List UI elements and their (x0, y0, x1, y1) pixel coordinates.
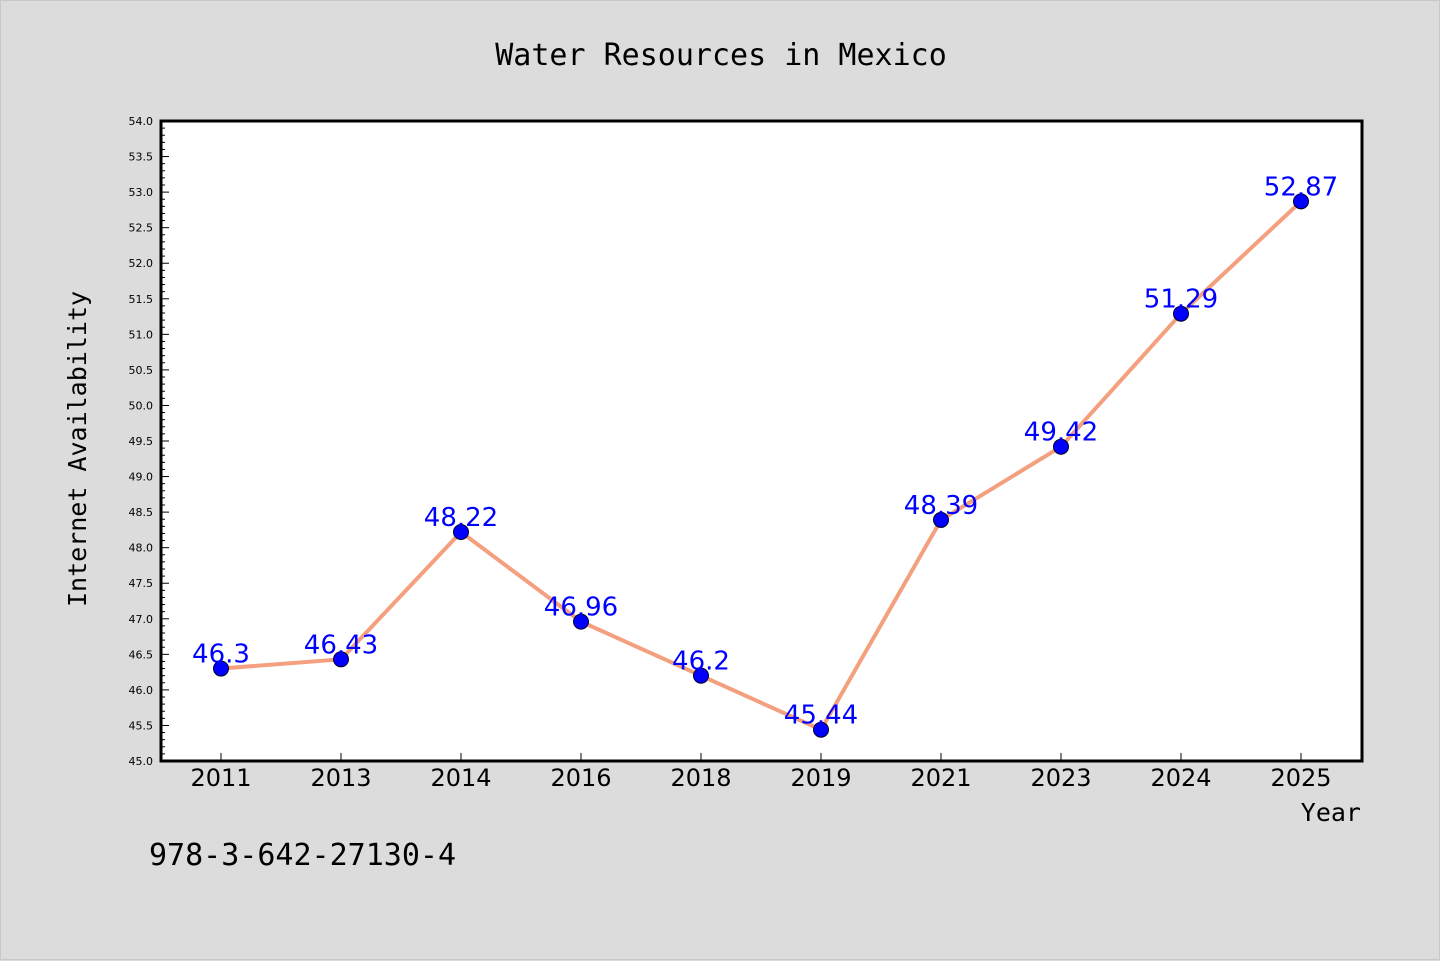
data-label: 46.3 (192, 640, 250, 670)
y-tick-label: 52.0 (129, 257, 154, 270)
data-point (333, 651, 349, 668)
x-tick-label: 2021 (910, 764, 971, 792)
series-line-group (220, 199, 1303, 732)
y-tick-label: 52.5 (129, 222, 154, 235)
x-tick-label: 2023 (1030, 764, 1091, 792)
data-point (813, 721, 829, 738)
y-tick-label: 50.5 (129, 364, 154, 377)
isbn-annotation: 978-3-642-27130-4 (149, 838, 456, 873)
y-tick-label: 47.0 (129, 613, 154, 626)
y-tick-label: 51.5 (129, 293, 154, 306)
y-tick-label: 48.5 (129, 506, 154, 519)
y-tick-label: 47.5 (129, 577, 154, 590)
data-point (1173, 305, 1189, 322)
data-point (933, 511, 949, 528)
data-points (213, 193, 1309, 738)
data-label: 52.87 (1264, 172, 1338, 202)
y-tick-label: 51.0 (129, 328, 154, 341)
y-tick-label: 46.5 (129, 648, 154, 661)
y-tick-label: 46.0 (129, 684, 154, 697)
x-tick-label: 2019 (790, 764, 851, 792)
y-tick-label: 45.5 (129, 719, 154, 732)
y-axis-label: Internet Availability (63, 291, 92, 607)
data-label: 48.39 (904, 491, 978, 521)
data-label: 49.42 (1024, 418, 1098, 448)
y-tick-label: 53.0 (129, 186, 154, 199)
x-tick-label: 2025 (1270, 764, 1331, 792)
x-tick-label: 2011 (190, 764, 251, 792)
data-labels: 46.3 46.43 48.22 46.96 46.2 45.44 48.39 49.42 51… (192, 172, 1338, 730)
data-point (693, 667, 709, 684)
chart-title: Water Resources in Mexico (495, 38, 947, 73)
data-label: 46.96 (544, 593, 618, 623)
data-label: 46.43 (304, 630, 378, 660)
data-point (213, 660, 229, 677)
data-point (1293, 193, 1309, 210)
y-tick-label: 49.0 (129, 471, 154, 484)
y-tick-label: 54.0 (129, 115, 154, 128)
y-tick-label: 48.0 (129, 542, 154, 555)
axis-ticks: 45.0 45.5 46.0 46.5 47.0 47.5 48.0 48.5 49.0 49.5… (129, 115, 1332, 792)
data-point (453, 524, 469, 541)
data-label: 48.22 (424, 503, 498, 533)
y-tick-label: 50.0 (129, 399, 154, 412)
x-tick-label: 2013 (310, 764, 371, 792)
x-tick-label: 2016 (550, 764, 611, 792)
data-label: 46.2 (672, 647, 730, 677)
x-axis-label: Year (1301, 798, 1361, 827)
data-point (1053, 438, 1069, 455)
data-label: 51.29 (1144, 285, 1218, 315)
x-tick-label: 2014 (430, 764, 491, 792)
y-tick-label: 53.5 (129, 151, 154, 164)
x-tick-label: 2024 (1150, 764, 1211, 792)
data-label: 45.44 (784, 701, 858, 731)
series-line (220, 199, 1303, 732)
y-tick-label: 49.5 (129, 435, 154, 448)
y-tick-label: 45.0 (129, 755, 154, 768)
plot-area (159, 119, 1364, 763)
x-tick-label: 2018 (670, 764, 731, 792)
data-point (573, 613, 589, 630)
